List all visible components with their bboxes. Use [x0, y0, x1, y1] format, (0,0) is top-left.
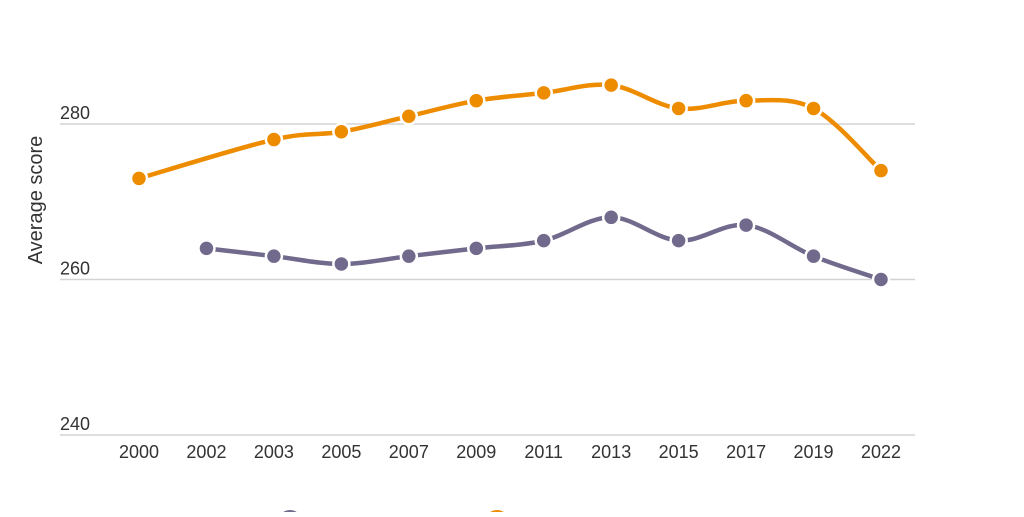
series-line: [136, 82, 884, 181]
y-tick-label: 280: [60, 103, 90, 123]
data-point: [871, 270, 891, 289]
data-point: [467, 239, 486, 258]
x-tick-label: 2007: [389, 442, 429, 462]
data-point: [736, 91, 756, 110]
data-point: [669, 99, 688, 118]
data-point: [129, 169, 149, 188]
x-tick-label: 2019: [794, 442, 834, 462]
data-point: [264, 246, 284, 266]
data-point: [804, 99, 823, 118]
x-tick-label: 2009: [456, 442, 496, 462]
data-point: [399, 246, 419, 266]
x-tick-label: 2017: [726, 442, 766, 462]
x-tick-label: 2003: [254, 442, 294, 462]
y-axis-label: Average score: [25, 136, 47, 265]
x-tick-label: 2000: [119, 442, 159, 462]
x-tick-label: 2022: [861, 442, 901, 462]
data-point: [601, 208, 621, 227]
data-point: [332, 122, 351, 142]
x-tick-label: 2013: [591, 442, 631, 462]
data-point: [804, 246, 823, 266]
y-tick-label: 240: [60, 414, 90, 434]
data-point: [669, 231, 688, 250]
data-point: [197, 239, 216, 258]
data-point: [332, 254, 351, 274]
x-tick-label: 2005: [321, 442, 361, 462]
data-point: [467, 91, 486, 110]
data-point: [534, 83, 553, 103]
x-tick-label: 2011: [524, 442, 563, 462]
data-point: [736, 215, 756, 235]
x-tick-label: 2002: [186, 442, 226, 462]
y-tick-label: 260: [60, 259, 90, 279]
data-point: [264, 130, 284, 149]
data-point: [601, 75, 621, 95]
data-point: [534, 231, 553, 250]
data-point: [871, 161, 891, 180]
data-point: [399, 106, 419, 126]
x-tick-label: 2015: [659, 442, 699, 462]
